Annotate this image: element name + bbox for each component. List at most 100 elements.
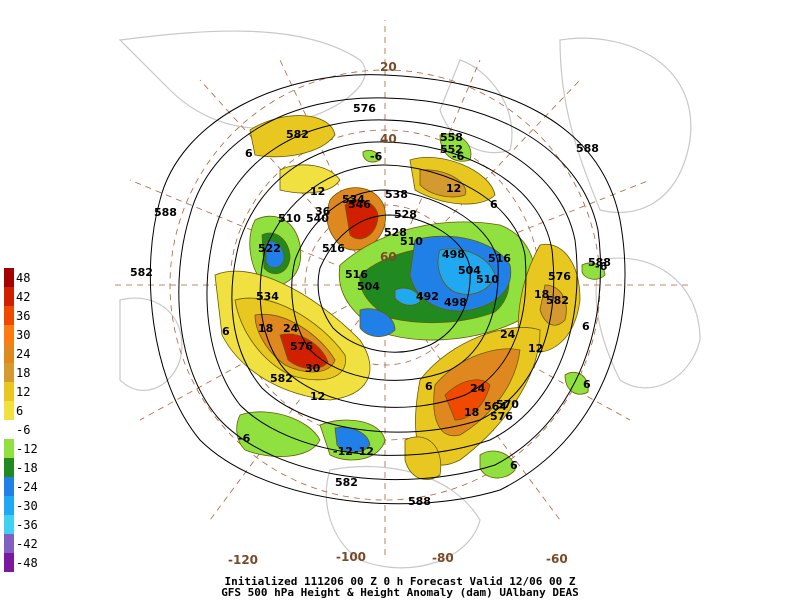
legend-label: -12 [16, 441, 38, 456]
contour-label: 12 [446, 182, 461, 195]
contour-label: -12 [333, 445, 353, 458]
contour-label: 588 [576, 142, 599, 155]
contour-label: 588 [154, 206, 177, 219]
color-legend [4, 268, 14, 572]
contour-label: 538 [385, 188, 408, 201]
latitude-label: 60 [380, 250, 397, 264]
contour-label: 516 [322, 242, 345, 255]
latitude-label: 40 [380, 132, 397, 146]
contour-label: 570 [496, 398, 519, 411]
legend-label: -6 [16, 422, 31, 437]
contour-label: 24 [470, 382, 486, 395]
contour-label: 6 [245, 147, 253, 160]
contour-label: 582 [270, 372, 293, 385]
contour-label: 552 [440, 143, 463, 156]
legend-swatch [4, 534, 14, 553]
contour-label: 6 [222, 325, 230, 338]
contour-label: 12 [310, 185, 325, 198]
contour-label: 558 [440, 131, 463, 144]
contour-label: 576 [290, 340, 313, 353]
contour-label: 30 [305, 362, 321, 375]
legend-swatch [4, 268, 14, 287]
contour-label: 6 [583, 378, 591, 391]
legend-label: 12 [16, 384, 31, 399]
contour-label: 498 [444, 296, 467, 309]
contour-label: 516 [488, 252, 511, 265]
legend-label: -24 [16, 479, 38, 494]
contour-label: 582 [335, 476, 358, 489]
contour-label: 24 [500, 328, 516, 341]
longitude-label: -120 [228, 553, 259, 567]
contour-label: 582 [546, 294, 569, 307]
contour-label: 18 [464, 406, 479, 419]
contour-label: 576 [490, 410, 513, 423]
contour-label: 6 [582, 320, 590, 333]
contour-label: 492 [416, 290, 439, 303]
contour-label: 6 [490, 198, 498, 211]
legend-swatch [4, 496, 14, 515]
contour-label: 24 [283, 322, 299, 335]
contour-label: 510 [278, 212, 301, 225]
legend-swatch [4, 287, 14, 306]
contour-label: 18 [258, 322, 273, 335]
contour-label: 534 [342, 193, 365, 206]
legend-swatch [4, 363, 14, 382]
contour-label: -6 [595, 260, 608, 273]
contour-label: 504 [357, 280, 380, 293]
legend-label: -30 [16, 498, 38, 513]
contour-label: 576 [353, 102, 376, 115]
caption-line-1: Initialized 111206 00 Z 0 h Forecast Val… [224, 575, 576, 588]
legend-swatch [4, 382, 14, 401]
legend-label: 30 [16, 327, 31, 342]
legend-swatch [4, 325, 14, 344]
contour-label: 510 [476, 273, 499, 286]
legend-label: -36 [16, 517, 38, 532]
anomaly-fills [214, 115, 606, 480]
contour-label: -6 [452, 150, 465, 163]
contour-label: 576 [548, 270, 571, 283]
contour-label: 12 [310, 390, 325, 403]
height-contours [149, 74, 626, 505]
legend-swatch [4, 477, 14, 496]
contour-label: 36 [315, 205, 331, 218]
contour-label: 588 [408, 495, 431, 508]
contour-label: 516 [345, 268, 368, 281]
contour-label: 18 [534, 288, 549, 301]
legend-label: -48 [16, 555, 38, 570]
legend-label: -18 [16, 460, 38, 475]
contour-label: 540 [306, 212, 329, 225]
legend-swatch [4, 306, 14, 325]
legend-label: 36 [16, 308, 31, 323]
contour-label: 582 [130, 266, 153, 279]
contour-label: 6 [425, 380, 433, 393]
legend-label: 48 [16, 270, 31, 285]
legend-swatch [4, 420, 14, 439]
legend-label: 42 [16, 289, 31, 304]
legend-swatch [4, 553, 14, 572]
contour-label: 6 [510, 459, 518, 472]
contour-label: 498 [442, 248, 465, 261]
contour-label: 12 [528, 342, 543, 355]
contour-label: 522 [258, 242, 281, 255]
contour-label: 546 [348, 198, 371, 211]
legend-swatch [4, 439, 14, 458]
longitude-label: -60 [546, 552, 568, 566]
contour-label: 510 [400, 235, 423, 248]
contour-label: -12 [354, 445, 374, 458]
contour-label: 582 [286, 128, 309, 141]
legend-swatch [4, 458, 14, 477]
contour-label: 504 [458, 264, 481, 277]
latitude-label: 20 [380, 60, 397, 74]
basemap [118, 30, 701, 569]
contour-labels: 576 582 588 588 582 576 552 558 12 6 6 5… [130, 102, 611, 508]
legend-swatch [4, 515, 14, 534]
contour-label: 564 [484, 400, 507, 413]
legend-label: 18 [16, 365, 31, 380]
longitude-label: -80 [432, 551, 454, 565]
legend-label: -42 [16, 536, 38, 551]
longitude-label: -100 [336, 550, 367, 564]
legend-label: 6 [16, 403, 24, 418]
legend-swatch [4, 401, 14, 420]
contour-label: 528 [384, 226, 407, 239]
